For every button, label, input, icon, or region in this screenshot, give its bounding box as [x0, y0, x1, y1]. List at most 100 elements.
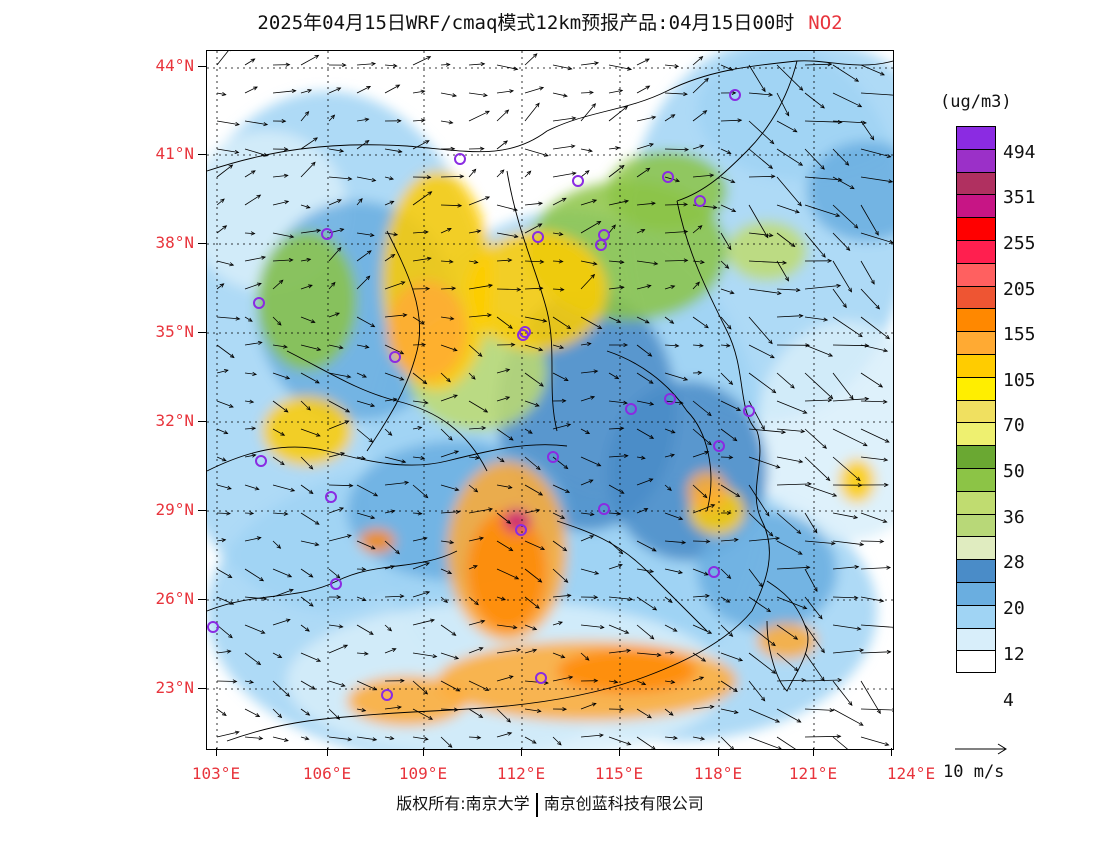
- colorbar-swatch: [956, 422, 996, 446]
- wind-vector-head: [223, 369, 229, 374]
- lon-label-121: 121°E: [788, 764, 838, 783]
- wind-vector: [608, 596, 633, 600]
- wind-vector-head: [668, 598, 673, 603]
- wind-vector: [524, 540, 545, 550]
- lat-label-38: 38°N: [155, 233, 194, 252]
- wind-vector-head: [827, 62, 833, 67]
- wind-vector-head: [584, 656, 590, 661]
- wind-vector: [216, 650, 231, 654]
- wind-vector-head: [734, 537, 739, 542]
- wind-vector-head: [283, 511, 289, 516]
- wind-vector-head: [314, 542, 320, 547]
- wind-vector: [440, 680, 460, 692]
- wind-vector: [328, 568, 341, 579]
- wind-vector-head: [770, 174, 776, 179]
- wind-vector: [636, 508, 648, 514]
- wind-vector-head: [616, 318, 622, 323]
- wind-vector-head: [474, 600, 479, 606]
- wind-vector-head: [366, 250, 372, 255]
- wind-vector: [468, 508, 493, 514]
- wind-vector: [748, 624, 776, 646]
- wind-vector: [636, 58, 650, 66]
- wind-vector-head: [796, 529, 802, 535]
- wind-vector: [524, 344, 543, 351]
- concentration-region: [687, 471, 727, 511]
- wind-vector: [524, 509, 540, 514]
- wind-vector-head: [566, 593, 572, 598]
- wind-vector-head: [678, 569, 684, 575]
- wind-vector: [468, 708, 483, 718]
- wind-vector: [272, 736, 289, 742]
- city-marker-icon: [454, 153, 466, 165]
- wind-vector: [832, 566, 859, 570]
- wind-vector: [748, 484, 770, 517]
- wind-vector: [832, 64, 859, 82]
- wind-vector: [468, 620, 485, 626]
- wind-vector: [524, 484, 543, 496]
- wind-vector: [328, 344, 343, 349]
- lat-tick: [198, 688, 206, 689]
- wind-vector-head: [448, 436, 453, 441]
- wind-vector: [860, 400, 887, 403]
- wind-vector: [300, 89, 312, 94]
- wind-vector-head: [611, 224, 616, 230]
- lat-tick: [198, 66, 206, 67]
- wind-vector-head: [563, 464, 569, 470]
- wind-vector-head: [563, 578, 569, 583]
- wind-vector-head: [483, 408, 489, 413]
- wind-vector: [664, 596, 673, 603]
- wind-vector-head: [363, 651, 369, 656]
- wind-vector-head: [704, 77, 709, 83]
- wind-vector-head: [537, 578, 543, 583]
- city-marker-icon: [572, 175, 584, 187]
- wind-vector: [832, 680, 853, 706]
- wind-vector: [272, 232, 294, 238]
- wind-vector-head: [305, 204, 311, 209]
- wind-vector-head: [370, 545, 376, 550]
- wind-vector: [552, 540, 567, 552]
- wind-vector-head: [884, 482, 889, 487]
- wind-vector: [776, 708, 801, 723]
- wind-vector: [748, 652, 776, 674]
- border-line: [366, 230, 421, 452]
- wind-vector-head: [229, 262, 235, 267]
- wind-vector-head: [883, 457, 889, 462]
- colorbar-unit: (ug/m3): [940, 92, 1012, 112]
- concentration-region: [387, 281, 467, 381]
- wind-vector-head: [776, 290, 782, 296]
- wind-vector: [580, 274, 595, 290]
- wind-vector: [244, 680, 254, 683]
- wind-vector: [832, 708, 864, 726]
- wind-vector: [440, 596, 448, 603]
- wind-vector: [552, 736, 562, 746]
- wind-vector-head: [802, 409, 808, 414]
- wind-vector: [440, 64, 450, 66]
- wind-vector-head: [592, 261, 598, 266]
- wind-vector-head: [778, 746, 782, 749]
- wind-vector: [720, 344, 730, 347]
- wind-vector: [496, 540, 513, 551]
- wind-vector-head: [790, 384, 795, 389]
- wind-vector: [608, 64, 632, 70]
- wind-vector: [496, 64, 518, 70]
- wind-vector-head: [526, 170, 532, 176]
- wind-vector: [580, 260, 597, 265]
- wind-vector: [692, 56, 703, 66]
- lon-tick: [718, 748, 719, 756]
- wind-vector-head: [336, 87, 342, 92]
- wind-vector: [412, 680, 428, 695]
- wind-vector: [440, 204, 462, 207]
- wind-vector-head: [285, 692, 291, 697]
- wind-vector-head: [501, 596, 506, 601]
- wind-vector-head: [399, 594, 405, 599]
- wind-vector-head: [221, 91, 227, 97]
- wind-vector-head: [221, 457, 227, 462]
- wind-vector-head: [836, 283, 842, 288]
- wind-vector: [244, 120, 268, 125]
- wind-vector: [748, 344, 775, 359]
- wind-vector: [776, 232, 795, 247]
- wind-vector: [776, 260, 789, 282]
- wind-vector-head: [648, 379, 654, 384]
- wind-vector-head: [446, 377, 451, 383]
- wind-vector: [356, 198, 363, 206]
